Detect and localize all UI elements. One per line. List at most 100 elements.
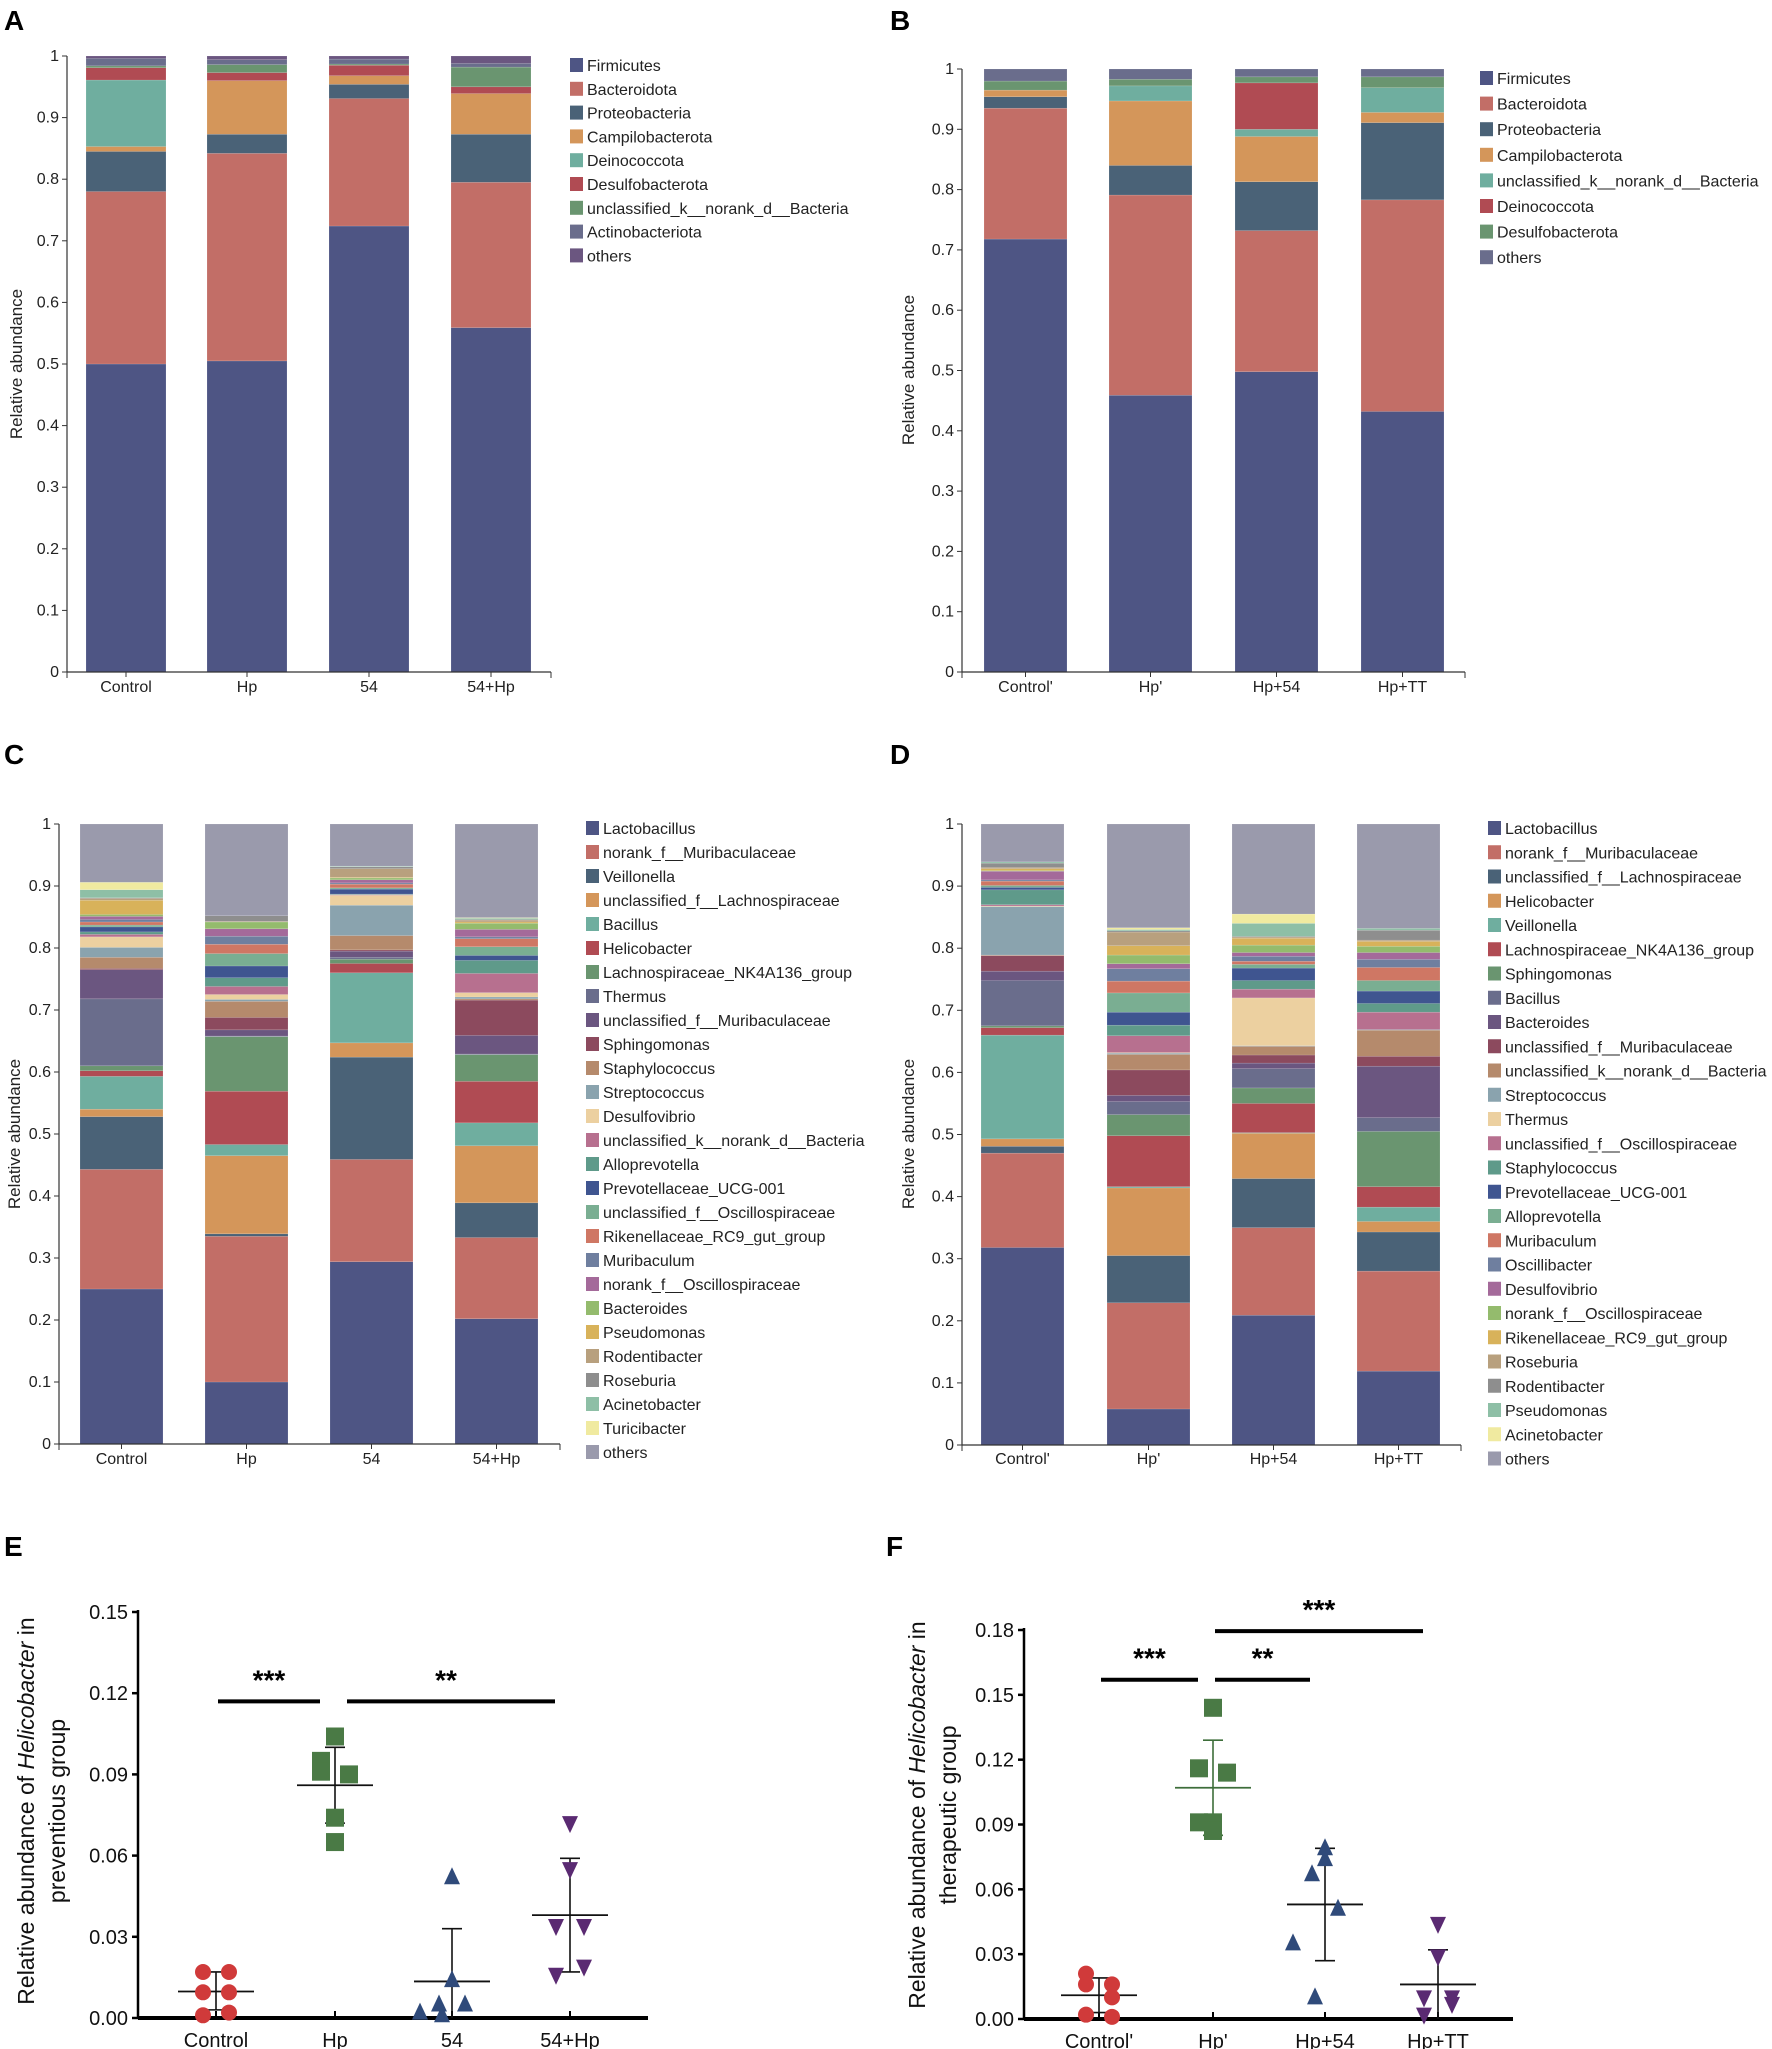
y-tick-label: 0.4	[932, 1189, 954, 1206]
bar-segment	[204, 928, 289, 937]
legend-swatch	[570, 248, 583, 263]
y-tick-label: 0.6	[932, 302, 954, 319]
bar-segment	[1231, 923, 1316, 937]
bar-segment	[206, 64, 288, 73]
bar-segment	[454, 938, 539, 948]
bar-segment	[1356, 1370, 1441, 1446]
bar-segment	[329, 868, 414, 878]
bar-segment	[1356, 1186, 1441, 1208]
legend-swatch	[586, 1229, 599, 1243]
bar-segment	[329, 1056, 414, 1160]
y-axis-title-text: Relative abundance of	[13, 1769, 39, 2004]
bar-segment	[980, 906, 1065, 956]
stacked-bar-chart-d: Control' Hp' Hp+54 Hp+TT 0 0.1 0.2 0.3 0.4 0.5 0.6…	[899, 816, 1767, 1469]
bar-segment	[1231, 1054, 1316, 1064]
bar-segment	[454, 1145, 539, 1204]
legend-swatch	[1488, 1160, 1501, 1175]
significance-stars: **	[1252, 1643, 1274, 1674]
bar-segment	[1106, 980, 1191, 994]
y-tick-label: 0.3	[37, 479, 59, 496]
data-point-circle	[1104, 1976, 1120, 1993]
bar-segment	[1356, 959, 1441, 968]
data-point-triangle	[1285, 1933, 1301, 1951]
y-axis-title: Relative abundance	[7, 289, 26, 439]
y-tick-label: 0.8	[37, 171, 59, 188]
bar-segment	[1231, 1068, 1316, 1089]
bar-segment	[980, 823, 1065, 863]
bar-segment	[204, 1035, 289, 1037]
legend-label: Oscillibacter	[1505, 1258, 1593, 1275]
bar-segment	[85, 67, 167, 81]
bar-segment	[983, 107, 1068, 240]
bar-segment	[85, 146, 167, 152]
bar-segment	[1231, 1046, 1316, 1056]
legend-label: Roseburia	[603, 1373, 676, 1390]
bar-segment	[79, 898, 164, 901]
bar-segment	[454, 973, 539, 993]
bar-segment	[1356, 967, 1441, 981]
bar-segment	[1234, 129, 1319, 137]
y-tick-label: 0.2	[932, 543, 954, 560]
bar-segment	[1106, 945, 1191, 956]
y-tick-label: 0	[42, 1436, 51, 1453]
bar-segment	[454, 1237, 539, 1320]
bar-segment	[1106, 968, 1191, 982]
legend-swatch	[570, 129, 583, 144]
bar-segment	[454, 936, 539, 939]
legend-swatch	[586, 1325, 599, 1339]
legend-label: Campilobacterota	[587, 129, 713, 146]
legend-swatch	[1480, 96, 1493, 111]
legend-label: Pseudomonas	[603, 1325, 705, 1342]
legend-label: Deinococcota	[1497, 199, 1594, 216]
data-point-square	[1190, 1759, 1208, 1778]
bar-segment	[204, 1381, 289, 1445]
data-point-triangle	[412, 2002, 428, 2020]
bar-segment	[454, 1081, 539, 1124]
data-point-triangle	[1317, 1838, 1333, 1856]
legend-label: Lactobacillus	[603, 821, 696, 838]
legend-swatch	[1488, 821, 1501, 835]
y-tick-label: 1	[42, 816, 51, 833]
data-point-triangle	[1304, 1864, 1320, 1882]
bar-segment	[328, 55, 410, 60]
bar-segment	[980, 1027, 1065, 1036]
legend-swatch	[1488, 1330, 1501, 1345]
bar-segment	[1234, 230, 1319, 372]
legend-label: Desulfovibrio	[1505, 1282, 1598, 1299]
y-tick-label: 0.00	[975, 2009, 1014, 2031]
data-point-triangle	[1317, 1849, 1333, 1867]
y-tick-label: 0.12	[89, 1683, 128, 1705]
bar-segment	[1231, 823, 1316, 915]
bar-segment	[1356, 1117, 1441, 1132]
charts-layer: Control Hp 54 54+Hp 0 0.1 0.2 0.3 0.4 0.5 0.6 0.7 0.…	[5, 48, 1767, 2049]
bar-segment	[1356, 939, 1441, 942]
dot-plot-f: 0.00 0.03 0.06 0.09 0.12 0.15 0.18 Control' Hp' H…	[904, 1594, 1513, 2049]
x-tick-label: Hp+54	[1250, 1451, 1298, 1468]
bar-segment	[450, 66, 532, 88]
bar-segment	[1234, 371, 1319, 673]
bar-segment	[1231, 1103, 1316, 1133]
legend-label: unclassified_f__Oscillospiraceae	[603, 1205, 835, 1222]
legend-swatch	[570, 153, 583, 168]
panel-label-a: A	[4, 5, 24, 36]
bar-segment	[1106, 963, 1191, 969]
y-tick-label: 0.15	[89, 1602, 128, 1624]
legend-label: Lactobacillus	[1505, 821, 1598, 838]
bar-segment	[1106, 1054, 1191, 1071]
y-tick-label: 0.1	[932, 1375, 954, 1392]
legend-label: Proteobacteria	[587, 106, 691, 123]
data-point-triangle	[444, 1867, 460, 1885]
y-tick-label: 0.3	[932, 1251, 954, 1268]
legend-swatch	[570, 200, 583, 215]
bar-segment	[1106, 1052, 1191, 1055]
y-tick-label: 0.8	[932, 182, 954, 199]
legend-label: others	[603, 1445, 647, 1462]
bar-segment	[204, 999, 289, 1002]
y-axis-title-text: Relative abundance of	[904, 1773, 930, 2008]
legend-swatch	[586, 1133, 599, 1147]
legend-swatch	[570, 81, 583, 96]
bar-segment	[1234, 181, 1319, 231]
y-tick-label: 0.1	[37, 602, 59, 619]
bar-segment	[1356, 941, 1441, 947]
bar-segment	[85, 151, 167, 192]
